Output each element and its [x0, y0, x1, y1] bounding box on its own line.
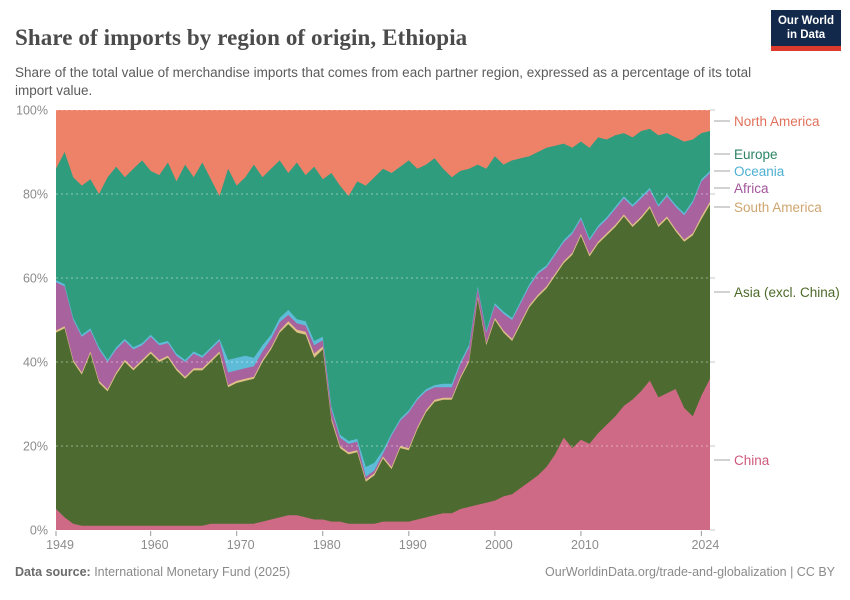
legend-label: North America — [734, 113, 820, 129]
legend-item-south-america[interactable]: South America — [734, 198, 822, 216]
y-axis-label-60: 60% — [23, 272, 48, 286]
legend-item-asia-excl-china[interactable]: Asia (excl. China) — [734, 283, 840, 301]
legend-label: Asia (excl. China) — [734, 284, 840, 300]
y-axis-label-0: 0% — [30, 524, 48, 538]
area-asia-excl-china[interactable] — [56, 204, 710, 531]
legend-item-north-america[interactable]: North America — [734, 112, 820, 130]
legend-label: China — [734, 452, 770, 468]
y-axis-label-20: 20% — [23, 440, 48, 454]
y-axis-label-100: 100% — [16, 104, 48, 118]
x-axis-label-2000: 2000 — [485, 538, 513, 552]
x-axis-label-1990: 1990 — [399, 538, 427, 552]
legend-item-oceania[interactable]: Oceania — [734, 162, 784, 180]
x-axis-label-1980: 1980 — [313, 538, 341, 552]
area-china[interactable] — [56, 378, 710, 530]
legend-label: Europe — [734, 146, 778, 162]
legend-item-europe[interactable]: Europe — [734, 145, 778, 163]
owid-logo-line2: in Data — [786, 29, 826, 41]
y-axis-label-80: 80% — [23, 188, 48, 202]
owid-url-link[interactable]: OurWorldinData.org/trade-and-globalizati… — [545, 565, 835, 579]
chart-footer: Data source: International Monetary Fund… — [15, 565, 835, 579]
legend-label: Oceania — [734, 163, 785, 179]
legend-label: South America — [734, 199, 822, 215]
page-title: Share of imports by region of origin, Et… — [15, 25, 468, 51]
data-source-label: Data source: — [15, 565, 91, 579]
legend-item-china[interactable]: China — [734, 451, 769, 469]
owid-logo-line1: Our World — [777, 14, 834, 27]
x-axis-label-2010: 2010 — [571, 538, 599, 552]
x-axis-label-1949: 1949 — [46, 538, 74, 552]
chart-subtitle: Share of the total value of merchandise … — [15, 64, 752, 99]
x-axis-label-1970: 1970 — [227, 538, 255, 552]
y-axis-label-40: 40% — [23, 356, 48, 370]
owid-logo[interactable]: Our World in Data — [771, 10, 841, 51]
x-axis-label-2024: 2024 — [691, 538, 719, 552]
legend-item-africa[interactable]: Africa — [734, 179, 769, 197]
legend-label: Africa — [734, 180, 769, 196]
x-axis-label-1960: 1960 — [141, 538, 169, 552]
data-source: Data source: International Monetary Fund… — [15, 565, 290, 579]
data-source-value: International Monetary Fund (2025) — [90, 565, 291, 579]
